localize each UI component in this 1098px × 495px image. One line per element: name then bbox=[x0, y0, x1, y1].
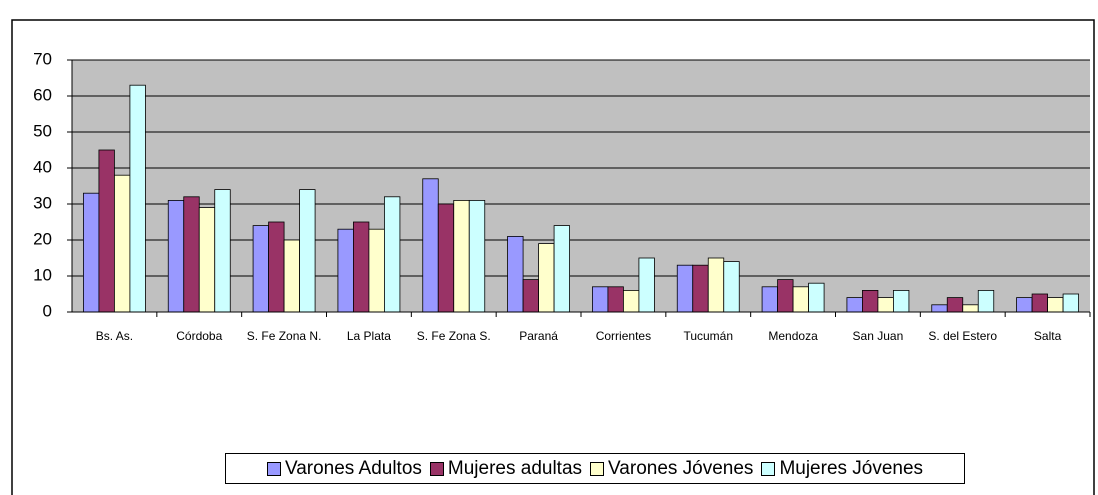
x-tick-label-box: La Plata bbox=[346, 329, 391, 343]
y-tick-label: 40 bbox=[33, 157, 52, 176]
bar bbox=[723, 261, 740, 313]
plot-area bbox=[72, 60, 1090, 312]
bar bbox=[893, 289, 910, 313]
legend-swatch bbox=[266, 461, 281, 476]
x-tick-label-box: S. Fe Zona S. bbox=[416, 329, 491, 343]
bar bbox=[368, 228, 385, 313]
x-tick-label-box: Salta bbox=[1033, 329, 1062, 343]
y-tick-label: 0 bbox=[43, 301, 52, 320]
bar bbox=[538, 243, 555, 313]
y-tick-label: 50 bbox=[33, 121, 52, 140]
bar bbox=[638, 257, 655, 313]
bar bbox=[676, 264, 694, 313]
x-tick-label: Tucumán bbox=[683, 329, 734, 343]
x-tick-label: La Plata bbox=[346, 329, 391, 343]
y-tick-label: 10 bbox=[33, 265, 52, 284]
bar bbox=[299, 189, 316, 313]
bar bbox=[522, 279, 539, 313]
x-tick-label-box: Corrientes bbox=[595, 329, 652, 343]
legend-item: Mujeres Jóvenes bbox=[761, 458, 923, 480]
x-tick-label-box: San Juan bbox=[852, 329, 904, 343]
bar bbox=[877, 297, 894, 313]
bar bbox=[623, 289, 640, 313]
bar bbox=[1062, 293, 1079, 313]
x-tick-label-box: Bs. As. bbox=[95, 329, 134, 343]
bar bbox=[437, 203, 455, 313]
legend-item: Mujeres adultas bbox=[429, 457, 583, 480]
x-tick-label: Paraná bbox=[519, 329, 558, 343]
legend-swatch bbox=[761, 461, 776, 476]
bar bbox=[198, 207, 216, 313]
x-tick-label-box: Paraná bbox=[519, 329, 558, 343]
x-tick-label-box: S. Fe Zona N. bbox=[246, 329, 322, 343]
x-tick-label-box: Mendoza bbox=[768, 329, 818, 343]
bar bbox=[607, 286, 624, 313]
bar bbox=[384, 196, 401, 313]
legend-item: Varones Adultos bbox=[266, 457, 422, 480]
bar bbox=[777, 279, 794, 313]
x-tick-label-box: Córdoba bbox=[176, 329, 223, 343]
bar bbox=[98, 149, 115, 313]
x-tick-label: San Juan bbox=[852, 329, 904, 343]
legend-label: Mujeres Jóvenes bbox=[779, 457, 924, 479]
x-tick-label: S. Fe Zona S. bbox=[416, 329, 491, 343]
bar bbox=[214, 189, 231, 313]
bar bbox=[468, 199, 486, 313]
legend-label: Mujeres adultas bbox=[447, 457, 583, 479]
bar bbox=[268, 221, 285, 313]
legend-swatch bbox=[429, 461, 444, 476]
bar bbox=[283, 239, 300, 313]
legend-label: Varones Jóvenes bbox=[608, 457, 754, 479]
bar bbox=[507, 235, 524, 313]
bar bbox=[337, 228, 354, 313]
bar bbox=[1016, 297, 1033, 313]
y-tick-label: 60 bbox=[33, 85, 52, 104]
x-tick-label: Salta bbox=[1033, 329, 1062, 343]
bar bbox=[846, 297, 863, 313]
y-tick-label: 30 bbox=[33, 193, 52, 212]
bar bbox=[129, 84, 146, 313]
y-tick-label: 70 bbox=[33, 49, 52, 68]
bar bbox=[862, 289, 879, 313]
bar bbox=[422, 178, 439, 313]
bar bbox=[167, 199, 185, 313]
bar bbox=[592, 286, 609, 313]
bar bbox=[962, 304, 979, 313]
bar bbox=[183, 196, 200, 313]
x-tick-label-box: Tucumán bbox=[683, 329, 734, 343]
x-tick-label: S. del Estero bbox=[928, 329, 998, 343]
bar bbox=[1031, 293, 1048, 313]
bar bbox=[83, 192, 100, 313]
bar bbox=[977, 289, 995, 313]
y-tick-label: 20 bbox=[33, 229, 52, 248]
x-tick-label: Corrientes bbox=[595, 329, 652, 343]
bar bbox=[553, 225, 570, 313]
bar bbox=[761, 286, 778, 313]
bar bbox=[808, 282, 825, 313]
bar bbox=[1047, 297, 1064, 313]
bar bbox=[707, 257, 725, 313]
bar bbox=[692, 264, 709, 313]
bar bbox=[353, 221, 370, 313]
legend-swatch bbox=[590, 461, 605, 476]
x-tick-label: Mendoza bbox=[768, 329, 818, 343]
x-tick-label-box: S. del Estero bbox=[928, 329, 998, 343]
bar bbox=[931, 304, 948, 313]
bar bbox=[453, 199, 470, 313]
bar bbox=[946, 297, 964, 313]
x-tick-label: S. Fe Zona N. bbox=[246, 329, 322, 343]
legend-item: Varones Jóvenes bbox=[590, 458, 753, 480]
bar bbox=[792, 286, 809, 313]
legend: Varones Adultos Mujeres adultas Varones Jó… bbox=[225, 453, 965, 484]
bar bbox=[114, 174, 131, 313]
x-tick-label: Bs. As. bbox=[95, 329, 134, 343]
x-tick-label: Córdoba bbox=[176, 329, 223, 343]
bar bbox=[252, 225, 269, 313]
legend-label: Varones Adultos bbox=[284, 457, 422, 479]
